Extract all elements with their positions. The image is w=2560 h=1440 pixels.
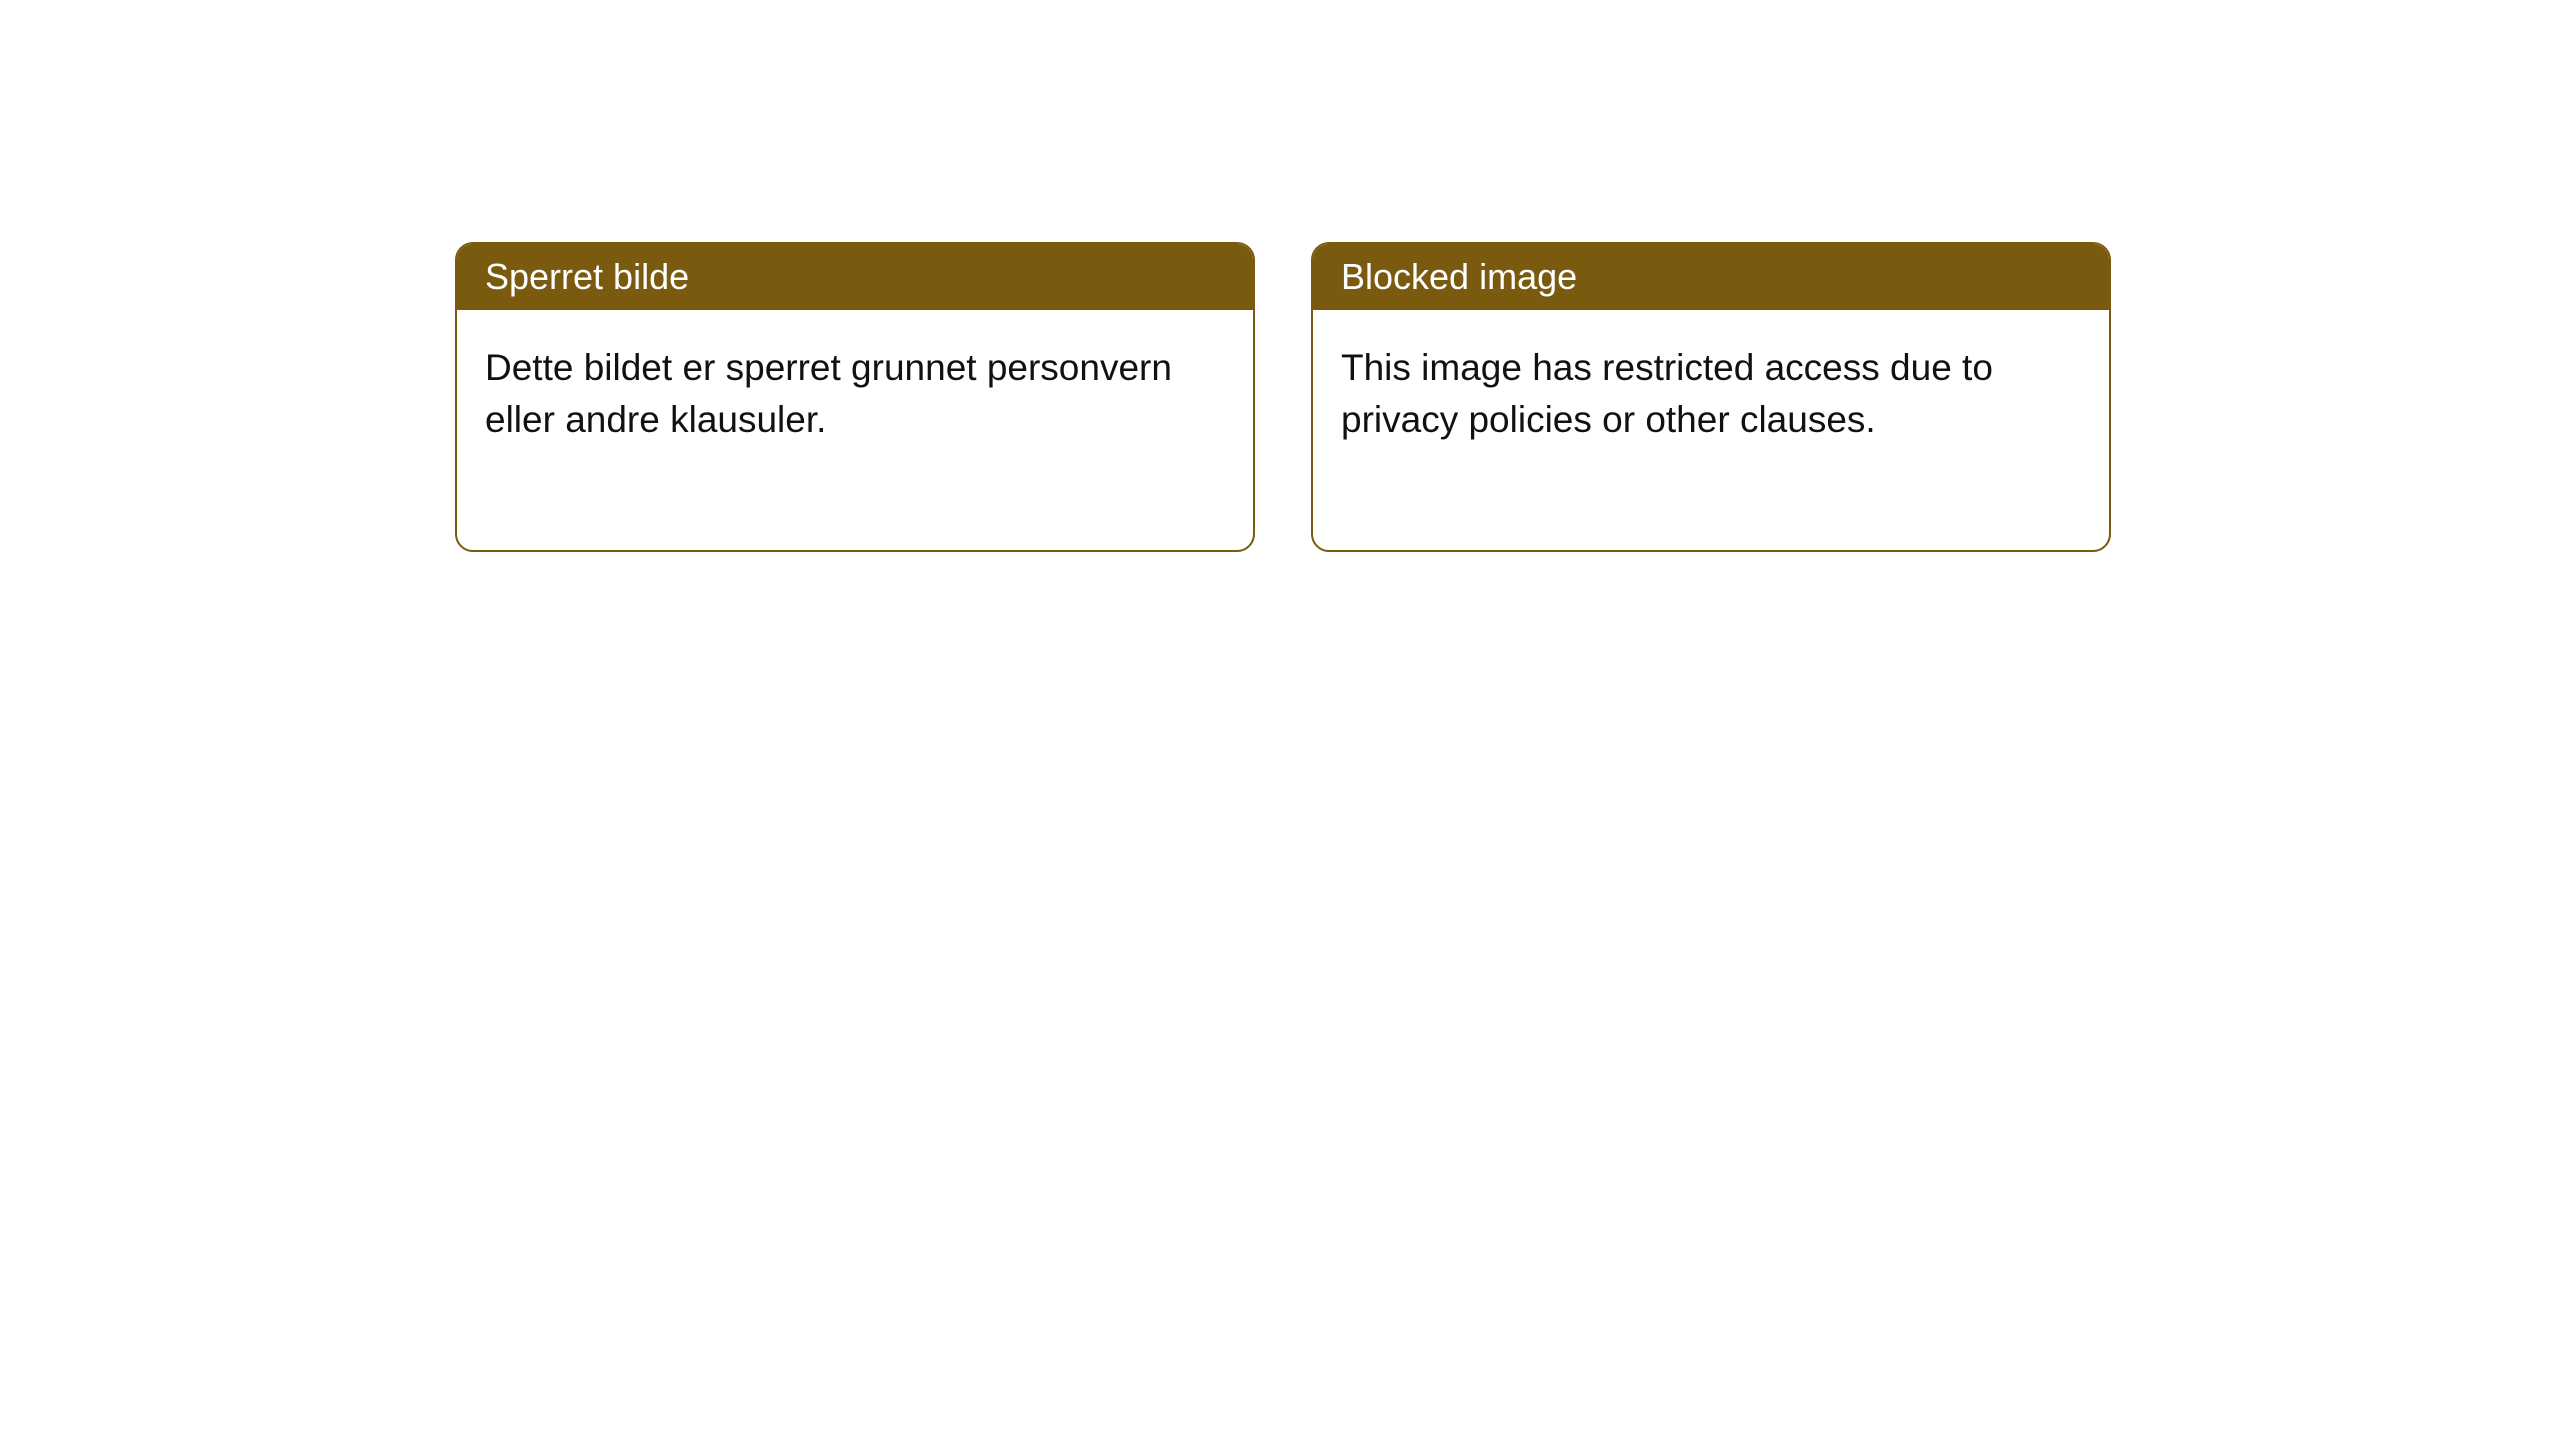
card-title: Blocked image <box>1313 244 2109 310</box>
notice-card-english: Blocked image This image has restricted … <box>1311 242 2111 552</box>
notice-cards-container: Sperret bilde Dette bildet er sperret gr… <box>455 242 2111 552</box>
notice-card-norwegian: Sperret bilde Dette bildet er sperret gr… <box>455 242 1255 552</box>
card-body: Dette bildet er sperret grunnet personve… <box>457 310 1253 550</box>
card-title: Sperret bilde <box>457 244 1253 310</box>
card-body: This image has restricted access due to … <box>1313 310 2109 550</box>
